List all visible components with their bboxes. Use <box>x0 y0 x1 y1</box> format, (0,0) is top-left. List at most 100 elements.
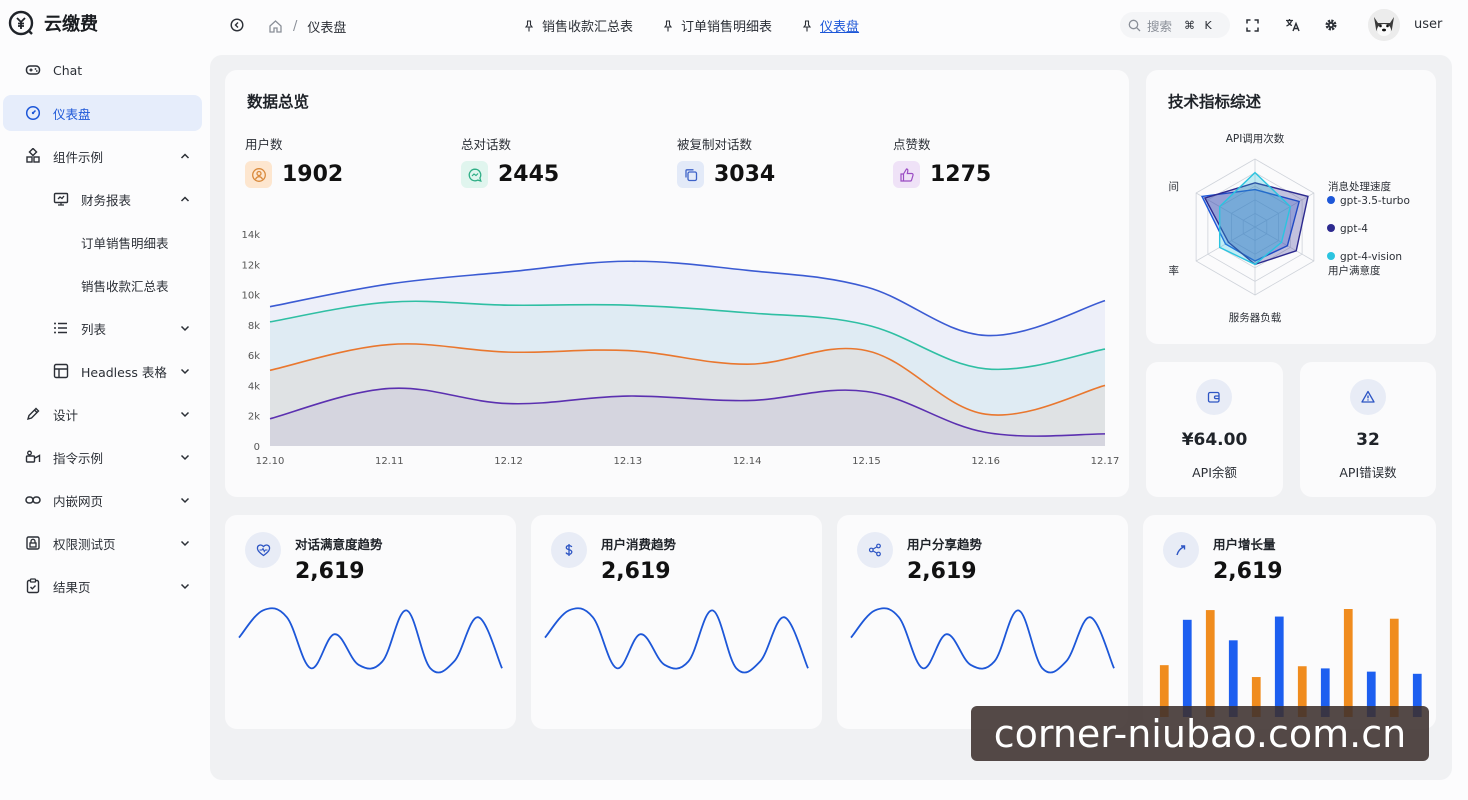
thumbs-up-icon <box>893 161 920 188</box>
sidebar-item-permission[interactable]: 权限测试页 <box>3 525 202 561</box>
radar-series <box>1200 188 1301 262</box>
tab-label: 订单销售明细表 <box>681 20 773 35</box>
sidebar-item-list[interactable]: 列表 <box>3 310 202 346</box>
sidebar-item-label: 设计 <box>53 407 79 423</box>
sparkline-series <box>238 607 503 674</box>
tab-sales-summary[interactable]: 销售收款汇总表 <box>524 16 633 35</box>
sidebar-item-finance[interactable]: 财务报表 <box>3 181 202 217</box>
radar-indicator-label: 消息处理速度 <box>1328 180 1391 193</box>
tab-dashboard[interactable]: 仪表盘 <box>802 16 859 35</box>
dog-avatar-icon <box>1368 9 1400 41</box>
user-icon <box>245 161 272 188</box>
stat-likes: 点赞数 1275 <box>893 134 991 188</box>
search-input[interactable]: 搜索 ⌘ K <box>1120 12 1230 38</box>
sidebar-item-headless-table[interactable]: Headless 表格 <box>3 353 202 389</box>
pin-icon <box>663 19 673 31</box>
overview-title: 数据总览 <box>247 93 310 111</box>
trend-card-sharing: 用户分享趋势 2,619 <box>837 515 1128 729</box>
area-series-line <box>269 387 1106 437</box>
area-series-line <box>269 300 1106 371</box>
sidebar-item-label: 仪表盘 <box>53 106 91 122</box>
radar-indicator-label: API调用次数 <box>1226 132 1285 145</box>
bar <box>1343 609 1353 717</box>
sidebar: 云缴费 Chat 仪表盘 组件示例 财务报表 订单销售明细表 销售收款汇总表 <box>0 0 210 800</box>
api-errors-label: API错误数 <box>1339 465 1397 480</box>
search-icon <box>1128 19 1141 31</box>
app-title: 云缴费 <box>44 14 98 35</box>
bar <box>1366 671 1376 717</box>
trend-value: 2,619 <box>1213 559 1283 584</box>
chevron-up-icon <box>180 153 190 159</box>
radar-indicator-label: 用户满意度 <box>1328 264 1381 277</box>
logo[interactable]: 云缴费 <box>8 10 98 36</box>
bar-chart <box>1159 609 1422 717</box>
sidebar-item-design[interactable]: 设计 <box>3 396 202 432</box>
y-tick-label: 8k <box>248 321 260 332</box>
x-tick-label: 12.10 <box>256 456 285 467</box>
y-tick-label: 12k <box>241 260 260 271</box>
fullscreen-button[interactable] <box>1239 12 1265 38</box>
bar <box>1251 677 1261 717</box>
chevron-down-icon <box>180 540 190 547</box>
area-series-fill <box>270 343 1105 446</box>
avatar[interactable] <box>1368 9 1400 41</box>
stat-value: 1902 <box>282 162 344 187</box>
monitor-icon <box>53 191 69 207</box>
stat-conversations: 总对话数 2445 <box>461 134 559 188</box>
sidebar-item-label: 指令示例 <box>53 450 104 466</box>
sparkline-chart <box>850 607 1115 674</box>
settings-button[interactable] <box>1318 12 1344 38</box>
x-tick-label: 12.12 <box>494 456 523 467</box>
legend-swatch <box>1327 252 1335 260</box>
legend-label: gpt-3.5-turbo <box>1340 195 1410 207</box>
chevron-down-icon <box>180 497 190 504</box>
message-icon <box>461 161 488 188</box>
sparkline-series <box>850 607 1115 674</box>
chevron-down-icon <box>180 411 190 418</box>
username[interactable]: user <box>1414 17 1443 32</box>
sidebar-item-sales-summary[interactable]: 销售收款汇总表 <box>3 267 202 303</box>
collapse-icon <box>230 18 244 32</box>
stat-value: 1275 <box>930 162 992 187</box>
home-icon[interactable] <box>268 19 283 34</box>
sidebar-item-label: 财务报表 <box>81 192 132 208</box>
tab-order-detail[interactable]: 订单销售明细表 <box>663 16 772 35</box>
pen-icon <box>25 406 41 422</box>
sidebar-item-components[interactable]: 组件示例 <box>3 138 202 174</box>
legend-swatch <box>1327 196 1335 204</box>
sidebar-item-order-detail[interactable]: 订单销售明细表 <box>3 224 202 260</box>
breadcrumb-current[interactable]: 仪表盘 <box>307 21 347 36</box>
sidebar-item-chat[interactable]: Chat <box>3 52 202 88</box>
radar-title: 技术指标综述 <box>1168 93 1262 111</box>
y-tick-label: 4k <box>248 381 260 392</box>
list-icon <box>53 320 69 336</box>
tab-label: 仪表盘 <box>820 20 860 35</box>
sidebar-item-result[interactable]: 结果页 <box>3 568 202 604</box>
sidebar-item-iframe[interactable]: 内嵌网页 <box>3 482 202 518</box>
area-series-line <box>269 343 1106 416</box>
table-icon <box>53 363 69 379</box>
radar-indicator-label: 率 <box>1169 264 1180 277</box>
grid-icon <box>25 148 41 164</box>
api-balance-label: API余额 <box>1192 465 1237 480</box>
sparkline-chart <box>544 607 809 674</box>
logo-icon <box>8 10 34 36</box>
pin-icon <box>524 19 534 31</box>
sidebar-item-label: Chat <box>53 62 83 78</box>
sidebar-item-directives[interactable]: 指令示例 <box>3 439 202 475</box>
tab-label: 销售收款汇总表 <box>542 20 634 35</box>
x-tick-label: 12.15 <box>852 456 881 467</box>
breadcrumb-separator: / <box>293 19 298 34</box>
sidebar-item-label: 结果页 <box>53 579 91 595</box>
watermark: corner-niubao.com.cn <box>971 706 1429 761</box>
sidebar-item-label: 订单销售明细表 <box>81 235 169 251</box>
sidebar-item-dashboard[interactable]: 仪表盘 <box>3 95 202 131</box>
collapse-sidebar-button[interactable] <box>224 12 250 38</box>
legend-label: gpt-4 <box>1340 223 1368 235</box>
bar <box>1389 618 1399 717</box>
language-button[interactable] <box>1279 12 1305 38</box>
y-tick-label: 2k <box>248 412 260 423</box>
lock-icon <box>25 535 41 551</box>
stat-value: 2445 <box>498 162 560 187</box>
